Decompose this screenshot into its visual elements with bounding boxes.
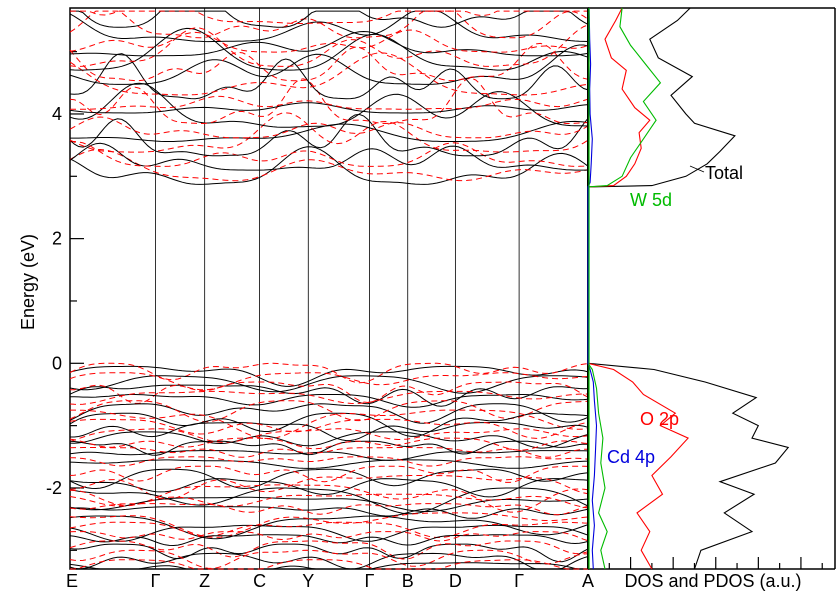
dos-line-total — [587, 7, 790, 570]
band-line-solid — [69, 431, 589, 449]
band-line-dashed — [69, 112, 589, 153]
band-line-dashed — [69, 381, 589, 404]
band-line-solid — [69, 524, 589, 542]
band-line-solid — [69, 82, 589, 128]
band-line-dashed — [70, 559, 588, 570]
band-line-dashed — [69, 29, 589, 53]
dos-panel — [587, 7, 836, 570]
band-line-solid — [69, 10, 589, 43]
band-line-dashed — [69, 531, 589, 542]
band-line-dashed — [69, 418, 589, 439]
band-line-dashed — [69, 372, 589, 391]
band-line-dashed — [69, 42, 589, 82]
band-line-solid — [69, 53, 589, 100]
legend-cd-4p: Cd 4p — [607, 447, 655, 467]
y-tick-label: 0 — [52, 353, 62, 373]
band-line-dashed — [69, 447, 588, 458]
band-line-solid — [69, 487, 589, 515]
band-line-dashed — [69, 362, 589, 384]
band-line-solid — [69, 102, 589, 114]
band-line-dashed — [69, 512, 589, 538]
band-line-dashed — [69, 540, 589, 560]
band-line-dashed — [70, 10, 588, 24]
total-pointer — [689, 165, 705, 173]
band-line-solid — [69, 552, 589, 570]
band-line-solid — [69, 403, 589, 424]
band-line-solid — [69, 440, 589, 456]
kpoint-label: D — [449, 571, 462, 591]
band-line-dashed — [69, 116, 589, 139]
band-line-dashed — [70, 95, 589, 110]
band-line-solid — [69, 113, 589, 157]
band-line-dashed — [69, 549, 589, 569]
band-line-dashed — [69, 140, 589, 167]
band-line-solid — [69, 412, 589, 437]
band-frame — [69, 7, 589, 570]
band-line-solid — [69, 496, 589, 512]
band-line-solid — [69, 562, 588, 570]
kpoint-label: Z — [199, 571, 210, 591]
legend-total: Total — [705, 163, 743, 183]
band-line-solid — [69, 506, 589, 519]
band-line-solid — [69, 146, 589, 185]
band-line-solid — [69, 30, 589, 57]
band-line-dashed — [69, 493, 589, 509]
band-line-dashed — [69, 400, 589, 423]
band-line-dashed — [69, 24, 589, 67]
dos-x-axis-label: DOS and PDOS (a.u.) — [624, 571, 801, 591]
band-line-dashed — [70, 409, 589, 440]
band-line-solid — [70, 120, 589, 142]
band-line-solid — [70, 10, 589, 28]
kpoint-label: A — [582, 571, 594, 591]
band-line-dashed — [69, 503, 589, 516]
band-line-solid — [69, 478, 589, 498]
band-line-solid — [69, 375, 589, 394]
band-line-solid — [69, 27, 589, 71]
band-line-dashed — [69, 437, 589, 451]
y-tick-label: -2 — [46, 478, 62, 498]
y-axis-label: Energy (eV) — [18, 234, 38, 330]
kpoint-label: Γ — [364, 571, 374, 591]
band-line-dashed — [69, 148, 589, 182]
band-line-solid — [69, 459, 589, 469]
band-line-solid — [69, 468, 589, 490]
band-line-solid — [69, 543, 589, 563]
band-line-dashed — [69, 77, 589, 125]
band-line-solid — [69, 365, 589, 387]
band-line-dashed — [69, 52, 589, 96]
band-line-solid — [69, 384, 589, 407]
kpoint-label: Γ — [514, 571, 524, 591]
legend-o-2p: O 2p — [640, 409, 679, 429]
band-line-solid — [69, 534, 589, 547]
kpoint-label: Γ — [151, 571, 161, 591]
dos-line-o-2p — [587, 7, 690, 570]
kpoint-label: C — [253, 571, 266, 591]
band-line-dashed — [69, 390, 589, 405]
y-tick-label: 2 — [52, 229, 62, 249]
band-line-solid — [69, 44, 589, 85]
band-line-dashed — [69, 521, 589, 538]
band-line-dashed — [69, 484, 589, 513]
band-line-solid — [70, 421, 589, 442]
band-line-dashed — [70, 456, 589, 467]
band-line-solid — [69, 450, 589, 461]
kpoint-label: E — [66, 571, 78, 591]
band-structure-panel: E Γ Z C Y Γ B D Γ A -2 0 2 4 — [46, 7, 594, 591]
y-tick-label: 4 — [52, 104, 62, 124]
kpoint-label: Y — [302, 571, 314, 591]
band-line-dashed — [69, 10, 589, 39]
legend-w-5d: W 5d — [630, 190, 672, 210]
band-line-dashed — [69, 428, 589, 444]
band-line-solid — [69, 515, 589, 540]
kpoint-label: B — [402, 571, 414, 591]
band-line-solid — [69, 142, 588, 171]
